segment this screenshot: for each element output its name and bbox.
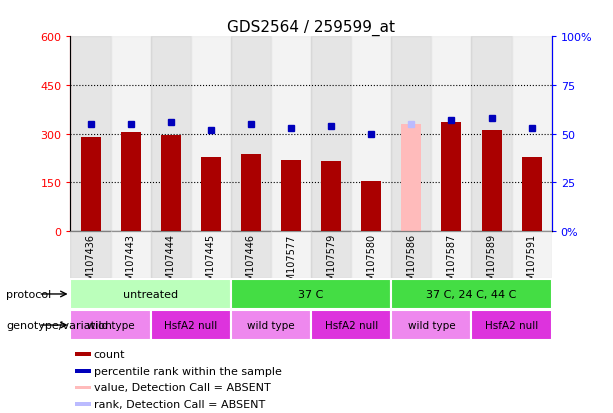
Text: GSM107587: GSM107587 [446,234,457,293]
Text: GSM107446: GSM107446 [246,234,256,292]
Text: GSM107586: GSM107586 [406,234,416,293]
Bar [402,125,421,231]
Text: wild type: wild type [87,320,134,330]
Bar [311,231,351,279]
Text: GSM107445: GSM107445 [206,234,216,293]
Text: HsfA2 null: HsfA2 null [324,320,378,330]
Text: GSM107589: GSM107589 [487,234,497,293]
Bar [80,138,101,231]
Text: percentile rank within the sample: percentile rank within the sample [94,366,282,376]
Bar [151,37,191,231]
Bar [231,280,391,309]
Bar [271,37,311,231]
Text: GSM107591: GSM107591 [527,234,536,293]
Bar [75,386,91,389]
Bar [432,37,471,231]
Text: GSM107436: GSM107436 [86,234,96,292]
Text: HsfA2 null: HsfA2 null [164,320,218,330]
Bar [391,280,552,309]
Bar [201,157,221,231]
Bar [471,231,512,279]
Bar [391,311,471,340]
Text: 37 C, 24 C, 44 C: 37 C, 24 C, 44 C [426,289,517,299]
Bar [191,231,231,279]
Text: protocol: protocol [6,289,51,299]
Text: wild type: wild type [408,320,455,330]
Text: wild type: wild type [247,320,295,330]
Text: value, Detection Call = ABSENT: value, Detection Call = ABSENT [94,382,270,392]
Bar [482,131,501,231]
Text: genotype/variation: genotype/variation [6,320,112,330]
Bar [391,231,432,279]
Text: 37 C: 37 C [299,289,324,299]
Bar [471,37,512,231]
Bar [351,231,391,279]
Bar [281,161,301,231]
Bar [151,231,191,279]
Text: GSM107443: GSM107443 [126,234,135,292]
Bar [70,231,110,279]
Bar [441,123,462,231]
Bar [361,182,381,231]
Bar [75,353,91,356]
Bar [241,154,261,231]
Text: count: count [94,349,125,359]
Bar [161,135,181,231]
Bar [191,37,231,231]
Bar [311,311,391,340]
Bar [70,37,110,231]
Title: GDS2564 / 259599_at: GDS2564 / 259599_at [227,20,395,36]
Bar [321,162,341,231]
Bar [110,231,151,279]
Bar [70,311,151,340]
Bar [271,231,311,279]
Bar [512,231,552,279]
Bar [151,311,231,340]
Bar [391,37,432,231]
Text: GSM107579: GSM107579 [326,234,336,293]
Text: HsfA2 null: HsfA2 null [485,320,538,330]
Text: untreated: untreated [123,289,178,299]
Bar [110,37,151,231]
Bar [311,37,351,231]
Bar [231,231,271,279]
Bar [75,369,91,373]
Bar [432,231,471,279]
Text: GSM107444: GSM107444 [166,234,176,292]
Bar [522,157,542,231]
Text: GSM107577: GSM107577 [286,234,296,293]
Text: GSM107580: GSM107580 [366,234,376,293]
Bar [70,280,231,309]
Text: rank, Detection Call = ABSENT: rank, Detection Call = ABSENT [94,399,265,409]
Bar [351,37,391,231]
Bar [121,133,140,231]
Bar [512,37,552,231]
Bar [75,402,91,406]
Bar [231,37,271,231]
Bar [471,311,552,340]
Bar [231,311,311,340]
